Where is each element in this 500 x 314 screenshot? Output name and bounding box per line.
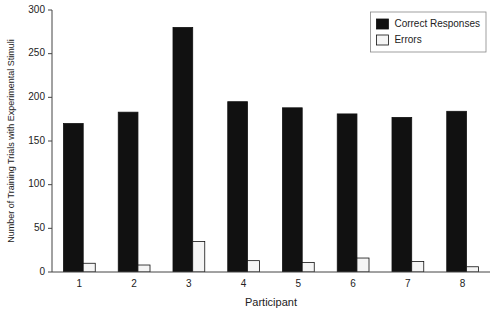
bar	[357, 258, 369, 272]
x-axis-label: Participant	[245, 296, 297, 308]
bar	[83, 263, 95, 272]
y-tick	[48, 228, 52, 229]
bar	[466, 267, 478, 272]
x-tick-label: 7	[405, 278, 411, 289]
bar	[193, 241, 205, 272]
bar	[392, 117, 412, 272]
y-tick	[48, 141, 52, 142]
y-tick	[48, 184, 52, 185]
x-tick-label: 3	[186, 278, 192, 289]
x-tick-label: 2	[131, 278, 137, 289]
y-tick	[48, 272, 52, 273]
bar	[337, 114, 357, 272]
y-tick-label: 200	[28, 91, 45, 102]
y-tick	[48, 10, 52, 11]
legend-label: Errors	[394, 34, 421, 45]
y-tick-label: 250	[28, 47, 45, 58]
y-tick-label: 0	[39, 266, 45, 277]
chart: 0 50 100 150 200 250 300 1 2 3 4 5 6 7 8 Participant Num…	[0, 0, 500, 314]
legend-swatch	[376, 19, 388, 29]
y-tick-label: 50	[34, 222, 46, 233]
bar	[138, 265, 150, 272]
bar	[63, 124, 83, 272]
bar	[282, 108, 302, 272]
x-tick-label: 4	[241, 278, 247, 289]
x-tick-label: 5	[296, 278, 302, 289]
bar	[173, 27, 193, 272]
y-tick	[48, 53, 52, 54]
x-axis-line	[52, 272, 490, 273]
legend-swatch	[376, 35, 388, 45]
bar	[247, 261, 259, 272]
x-tick-label: 6	[350, 278, 356, 289]
y-tick	[48, 97, 52, 98]
bar	[302, 262, 314, 272]
bar	[228, 102, 248, 272]
legend-label: Correct Responses	[394, 18, 480, 29]
x-tick-label: 1	[77, 278, 83, 289]
legend-box	[370, 12, 486, 52]
y-tick-label: 100	[28, 178, 45, 189]
bars	[63, 27, 478, 272]
bar	[412, 262, 424, 272]
bar	[447, 111, 467, 272]
legend: Correct Responses Errors	[370, 12, 486, 52]
bar	[118, 112, 138, 272]
y-tick-label: 300	[28, 4, 45, 15]
y-tick-label: 150	[28, 135, 45, 146]
y-axis-label: Number of Training Trials with Experimen…	[6, 39, 16, 243]
x-tick-label: 8	[460, 278, 466, 289]
